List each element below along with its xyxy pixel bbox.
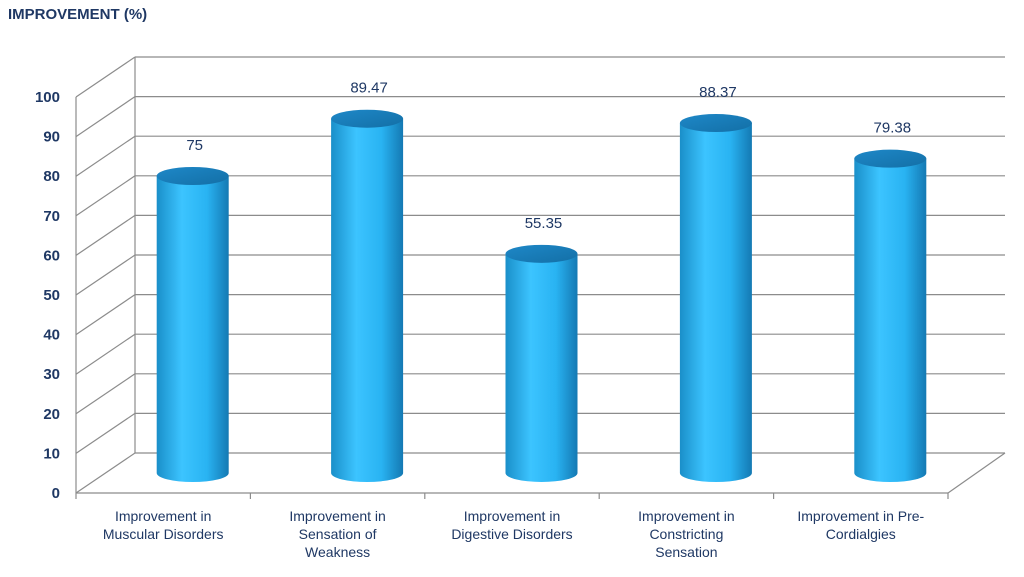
data-label: 79.38 <box>874 120 912 137</box>
bar-body <box>505 253 578 482</box>
bar-5 <box>854 149 927 482</box>
side-gridline-40 <box>75 294 136 336</box>
y-tick-label: 70 <box>43 208 60 225</box>
chart-bars <box>156 109 927 483</box>
x-category-label: Improvement in Muscular Disorders <box>103 508 224 542</box>
y-tick-label: 50 <box>43 287 60 304</box>
bar-top <box>679 114 752 133</box>
y-tick-label: 10 <box>43 445 60 462</box>
y-tick-label: 80 <box>43 168 60 185</box>
bar-top <box>854 149 927 168</box>
bar-body <box>331 118 404 483</box>
bar-body <box>156 176 229 482</box>
bar-1 <box>156 167 229 482</box>
x-category-label: Improvement in Pre-Cordialgies <box>797 508 924 542</box>
bar-body <box>679 123 752 482</box>
bar-body <box>854 158 927 482</box>
side-gridline-20 <box>75 373 136 415</box>
floor-right-edge <box>947 452 1006 494</box>
side-gridline-90 <box>75 96 136 138</box>
data-label: 75 <box>186 137 203 154</box>
y-tick-label: 100 <box>35 89 60 106</box>
x-category-label: Improvement in Sensation of Weakness <box>289 508 385 560</box>
bar-4 <box>679 114 752 482</box>
y-tick-label: 40 <box>43 327 60 344</box>
y-tick-label: 0 <box>52 485 60 502</box>
x-category-label: Improvement in Digestive Disorders <box>451 508 572 542</box>
side-gridline-0 <box>75 452 136 494</box>
data-label: 88.37 <box>699 84 737 101</box>
y-tick-label: 60 <box>43 247 60 264</box>
side-gridline-10 <box>75 412 136 454</box>
side-gridline-70 <box>75 175 136 217</box>
side-gridline-50 <box>75 254 136 296</box>
bar-2 <box>331 109 404 483</box>
data-label: 55.35 <box>525 215 563 232</box>
y-tick-label: 20 <box>43 406 60 423</box>
bar-top <box>156 167 229 185</box>
bar-top <box>505 244 578 263</box>
side-gridline-60 <box>75 214 136 256</box>
y-tick-label: 30 <box>43 366 60 383</box>
x-category-label: Improvement in Constricting Sensation <box>638 508 734 560</box>
chart-labels: 0 10 20 30 40 50 60 70 80 90 100 75 Improvement in Mu… <box>35 80 925 560</box>
side-gridline-30 <box>75 333 136 375</box>
side-gridline-80 <box>75 135 136 177</box>
y-tick-label: 90 <box>43 129 60 146</box>
chart-title: IMPROVEMENT (%) <box>8 6 148 23</box>
data-label: 89.47 <box>350 80 388 97</box>
side-gridline-100 <box>75 56 136 98</box>
bar-top <box>331 109 404 128</box>
bar-3 <box>505 244 578 482</box>
